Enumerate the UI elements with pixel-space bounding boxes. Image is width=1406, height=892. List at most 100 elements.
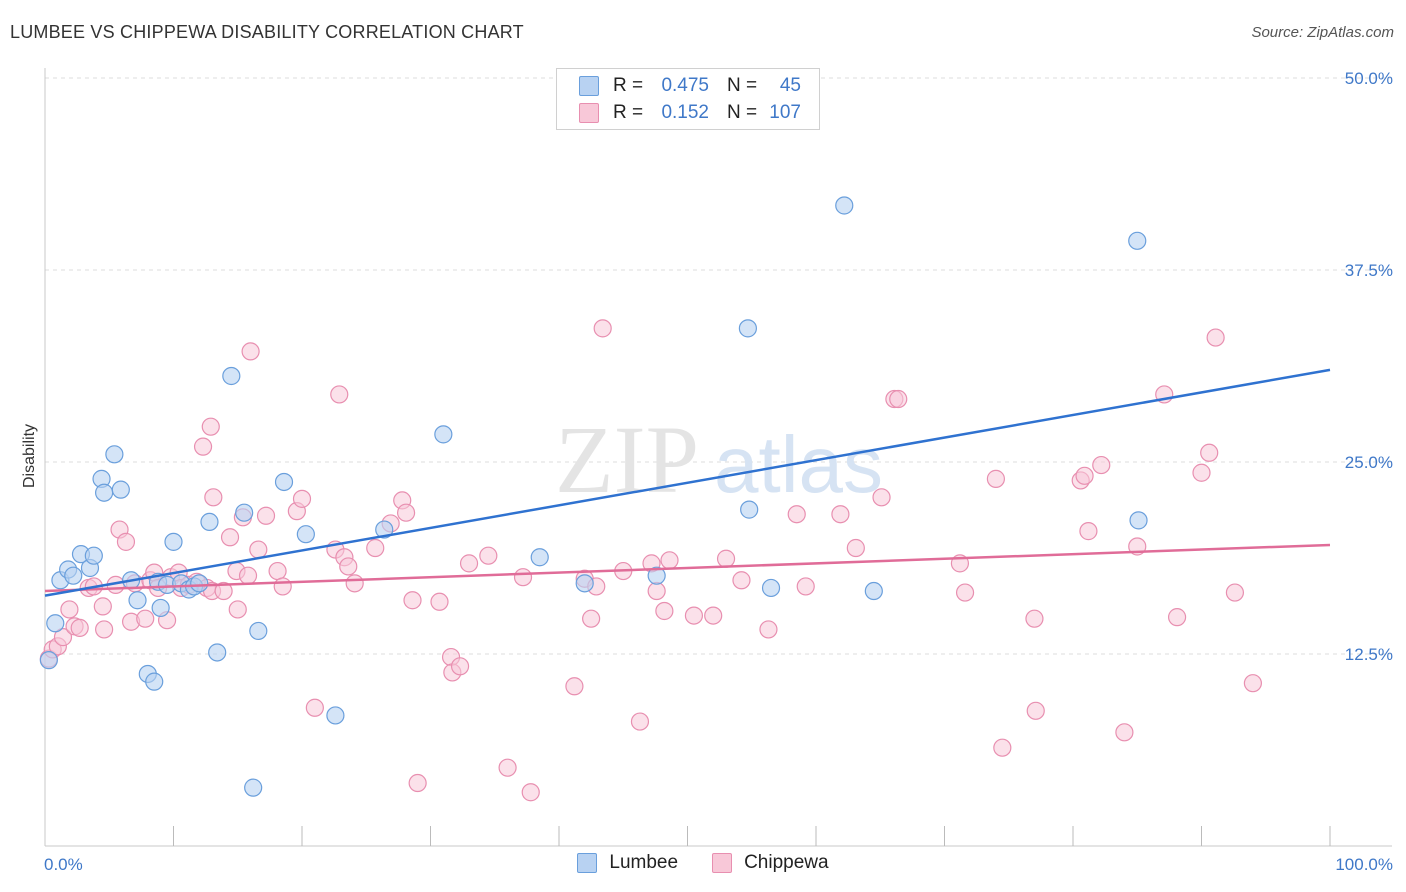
chippewa-point — [759, 620, 778, 639]
lumbee-point — [222, 366, 241, 386]
y-tick-label: 25.0% — [1345, 453, 1393, 472]
chippewa-point — [582, 609, 601, 628]
correlation-legend: R = 0.475 N = 45 R = 0.152 N = 107 — [556, 68, 820, 130]
chippewa-point — [1079, 522, 1098, 541]
chippewa-point — [238, 566, 258, 585]
lumbee-point — [111, 480, 130, 499]
chippewa-point — [204, 488, 223, 507]
lumbee-point — [375, 520, 394, 539]
chippewa-point — [1025, 609, 1044, 628]
r-label: R = — [613, 75, 644, 96]
lumbee-point — [200, 512, 219, 532]
chippewa-point — [60, 600, 79, 619]
lumbee-point — [864, 581, 883, 601]
chippewa-point — [214, 581, 233, 601]
chippewa-point — [955, 583, 975, 602]
chippewa-point — [479, 546, 498, 565]
chippewa-point — [630, 712, 650, 731]
lumbee-point — [105, 445, 124, 464]
lumbee-point — [647, 566, 666, 585]
chippewa-point — [684, 606, 704, 625]
lumbee-swatch — [577, 853, 598, 873]
chippewa-point — [345, 574, 364, 593]
chippewa-point — [450, 657, 470, 676]
chippewa-point — [70, 618, 89, 637]
r-value: 0.152 — [661, 102, 709, 123]
chippewa-point — [732, 571, 751, 590]
chippewa-point — [273, 577, 292, 596]
chippewa-point — [366, 538, 385, 558]
lumbee-point — [235, 503, 254, 522]
r-label: R = — [613, 102, 644, 123]
chippewa-point — [228, 600, 247, 619]
legend-item-lumbee[interactable]: Lumbee — [577, 852, 678, 874]
chippewa-point — [1115, 723, 1134, 742]
lumbee-point — [208, 643, 227, 662]
chippewa-point — [193, 437, 213, 456]
chippewa-point — [796, 577, 815, 596]
y-tick-label: 12.5% — [1345, 645, 1393, 664]
n-value: 45 — [779, 75, 801, 96]
chippewa-point — [660, 551, 679, 570]
lumbee-point — [761, 578, 781, 598]
chippewa-point — [655, 601, 674, 621]
lumbee-point — [84, 546, 103, 565]
chippewa-swatch — [579, 103, 599, 123]
chippewa-point — [1075, 466, 1094, 485]
lumbee-point — [326, 706, 345, 725]
legend-row-chippewa: R = 0.152 N = 107 — [557, 100, 801, 126]
chippewa-point — [256, 506, 276, 525]
lumbee-point — [64, 566, 83, 585]
chippewa-point — [1092, 455, 1111, 475]
chippewa-point — [521, 783, 540, 802]
lumbee-point — [738, 319, 757, 338]
legend-item-chippewa[interactable]: Chippewa — [712, 852, 829, 874]
lumbee-point — [530, 548, 549, 567]
lumbee-point — [151, 598, 170, 618]
chippewa-point — [396, 503, 416, 522]
y-tick-label: 37.5% — [1345, 261, 1393, 280]
chippewa-point — [1206, 328, 1225, 347]
trend-lines — [44, 368, 1331, 597]
lumbee-point — [145, 672, 164, 691]
chippewa-point — [787, 505, 806, 524]
tick-labels: 12.5% 25.0% 37.5% 50.0% 0.0% 100.0% — [44, 69, 1393, 874]
chippewa-point — [408, 773, 427, 793]
chippewa-point — [339, 557, 358, 576]
chippewa-point — [1243, 674, 1263, 693]
chippewa-point — [201, 417, 220, 436]
chippewa-point — [986, 469, 1006, 488]
lumbee-point — [835, 196, 854, 215]
chippewa-point — [241, 342, 260, 361]
lumbee-swatch — [579, 76, 599, 96]
legend-row-lumbee: R = 0.475 N = 45 — [557, 73, 801, 99]
chippewa-point — [330, 385, 349, 404]
legend-label-chippewa: Chippewa — [744, 852, 829, 873]
chippewa-point — [831, 505, 850, 524]
chippewa-point — [430, 592, 449, 611]
lumbee-point — [274, 472, 294, 492]
watermark-zip: ZIP — [555, 406, 699, 513]
chippewa-point — [1200, 443, 1219, 462]
n-value: 107 — [769, 102, 801, 123]
lumbee-point — [249, 621, 268, 641]
axes — [44, 68, 1392, 847]
chippewa-point — [647, 581, 666, 601]
chart-title: LUMBEE VS CHIPPEWA DISABILITY CORRELATIO… — [10, 22, 524, 42]
source-label: Source: ZipAtlas.com — [1251, 24, 1394, 41]
lumbee-point — [1128, 231, 1147, 250]
chippewa-point — [846, 538, 865, 558]
lumbee-point — [1129, 511, 1148, 530]
chippewa-point — [292, 489, 312, 508]
chippewa-point — [593, 319, 612, 338]
chippewa-trend-line — [44, 543, 1331, 593]
chippewa-point — [268, 561, 287, 581]
x-tick-label: 100.0% — [1335, 855, 1393, 874]
chippewa-swatch — [712, 853, 733, 873]
chippewa-point — [1026, 701, 1045, 720]
chippewa-points — [39, 319, 1263, 802]
lumbee-point — [575, 574, 594, 593]
chippewa-point — [403, 591, 422, 610]
x-tick-label: 0.0% — [44, 855, 83, 874]
chippewa-point — [1167, 608, 1187, 627]
